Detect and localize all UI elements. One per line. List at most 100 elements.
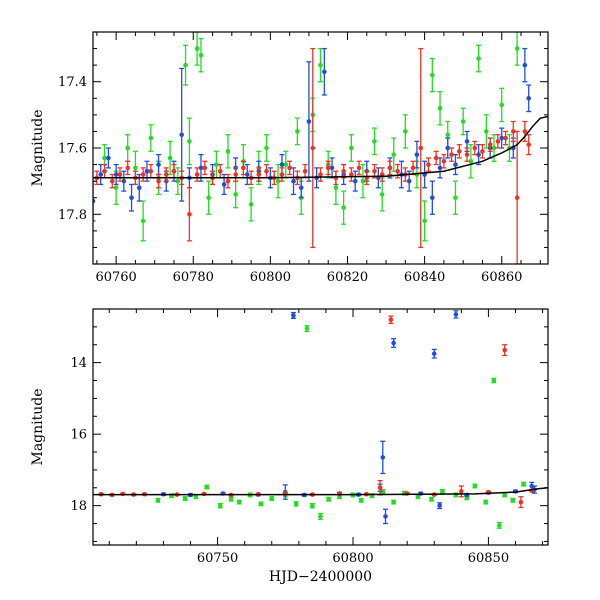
- data-point: [518, 496, 524, 509]
- data-point: [140, 167, 146, 182]
- data-point: [156, 153, 162, 176]
- model-curve: [93, 487, 548, 496]
- data-point: [318, 512, 323, 520]
- data-point: [499, 87, 505, 123]
- plot-area: [93, 32, 548, 264]
- data-point: [236, 499, 242, 505]
- data-point: [194, 32, 200, 66]
- data-point: [464, 130, 470, 152]
- data-point: [522, 47, 528, 83]
- data-point: [460, 107, 466, 136]
- data-point: [452, 153, 458, 176]
- data-point: [121, 170, 127, 192]
- data-point: [356, 160, 362, 176]
- axis-ticks: [93, 31, 548, 265]
- x-tick-label: 60860: [481, 270, 522, 285]
- data-point: [437, 502, 443, 510]
- data-point: [391, 338, 397, 348]
- data-point: [456, 144, 462, 159]
- plot-area: [93, 310, 548, 529]
- data-point: [264, 163, 270, 179]
- data-point: [310, 47, 316, 249]
- data-point: [464, 147, 470, 162]
- data-point: [102, 163, 108, 179]
- data-point: [487, 137, 493, 152]
- data-point: [348, 134, 354, 162]
- data-point: [258, 501, 264, 507]
- data-point: [502, 344, 508, 357]
- data-point: [198, 37, 204, 73]
- data-point: [453, 310, 459, 319]
- series-0: [102, 32, 520, 242]
- series-1: [160, 310, 537, 525]
- data-point: [264, 134, 270, 162]
- data-point: [510, 120, 516, 143]
- data-point: [202, 160, 208, 176]
- x-tick-label: 60780: [173, 270, 214, 285]
- data-point: [113, 163, 119, 186]
- series-1: [93, 47, 532, 222]
- data-point: [318, 47, 323, 83]
- data-point: [431, 348, 437, 359]
- data-point: [287, 160, 293, 176]
- data-point: [429, 496, 435, 502]
- data-point: [144, 160, 150, 182]
- data-point: [379, 177, 385, 212]
- data-point: [279, 167, 285, 182]
- data-point: [472, 140, 478, 156]
- data-point: [510, 497, 516, 503]
- data-point: [383, 508, 388, 525]
- data-point: [352, 170, 358, 192]
- data-point: [290, 311, 296, 319]
- data-point: [248, 187, 254, 222]
- data-point: [439, 488, 445, 494]
- y-tick-label: 14: [70, 356, 87, 371]
- data-point: [348, 167, 354, 182]
- data-point: [204, 484, 210, 490]
- data-point: [371, 127, 377, 156]
- data-point: [321, 47, 327, 96]
- data-point: [429, 180, 435, 215]
- data-point: [458, 485, 464, 498]
- data-point: [148, 124, 154, 152]
- data-point: [291, 167, 297, 196]
- data-point: [514, 130, 520, 264]
- data-point: [129, 183, 135, 212]
- x-tick-label: 60750: [197, 551, 238, 566]
- data-point: [304, 325, 310, 333]
- data-point: [445, 137, 451, 159]
- data-point: [522, 120, 528, 143]
- data-point: [364, 170, 370, 186]
- data-point: [341, 190, 347, 225]
- data-point: [410, 160, 416, 176]
- x-tick-label: 60850: [468, 551, 509, 566]
- series-2: [98, 315, 535, 509]
- data-point: [269, 496, 275, 501]
- data-point: [217, 163, 223, 179]
- data-point: [225, 173, 231, 189]
- data-point: [175, 167, 181, 196]
- data-point: [105, 147, 111, 169]
- model-curve: [93, 115, 548, 179]
- data-point: [171, 163, 177, 179]
- data-point: [483, 114, 489, 149]
- data-point: [194, 167, 200, 182]
- axis-ticks: [93, 308, 548, 545]
- data-point: [358, 497, 364, 503]
- data-point: [422, 200, 428, 242]
- data-point: [380, 440, 386, 475]
- data-point: [387, 160, 393, 176]
- y-axis-label: Magnitude: [30, 109, 46, 186]
- data-point: [496, 521, 502, 529]
- data-point: [491, 377, 497, 384]
- data-point: [379, 167, 385, 182]
- data-point: [388, 315, 394, 324]
- data-point: [109, 173, 115, 189]
- x-tick-label: 60760: [95, 270, 136, 285]
- data-point: [437, 91, 443, 126]
- data-point: [183, 44, 189, 86]
- data-point: [98, 163, 104, 186]
- data-point: [186, 117, 192, 166]
- data-point: [495, 134, 501, 149]
- y-tick-label: 17.8: [58, 208, 87, 223]
